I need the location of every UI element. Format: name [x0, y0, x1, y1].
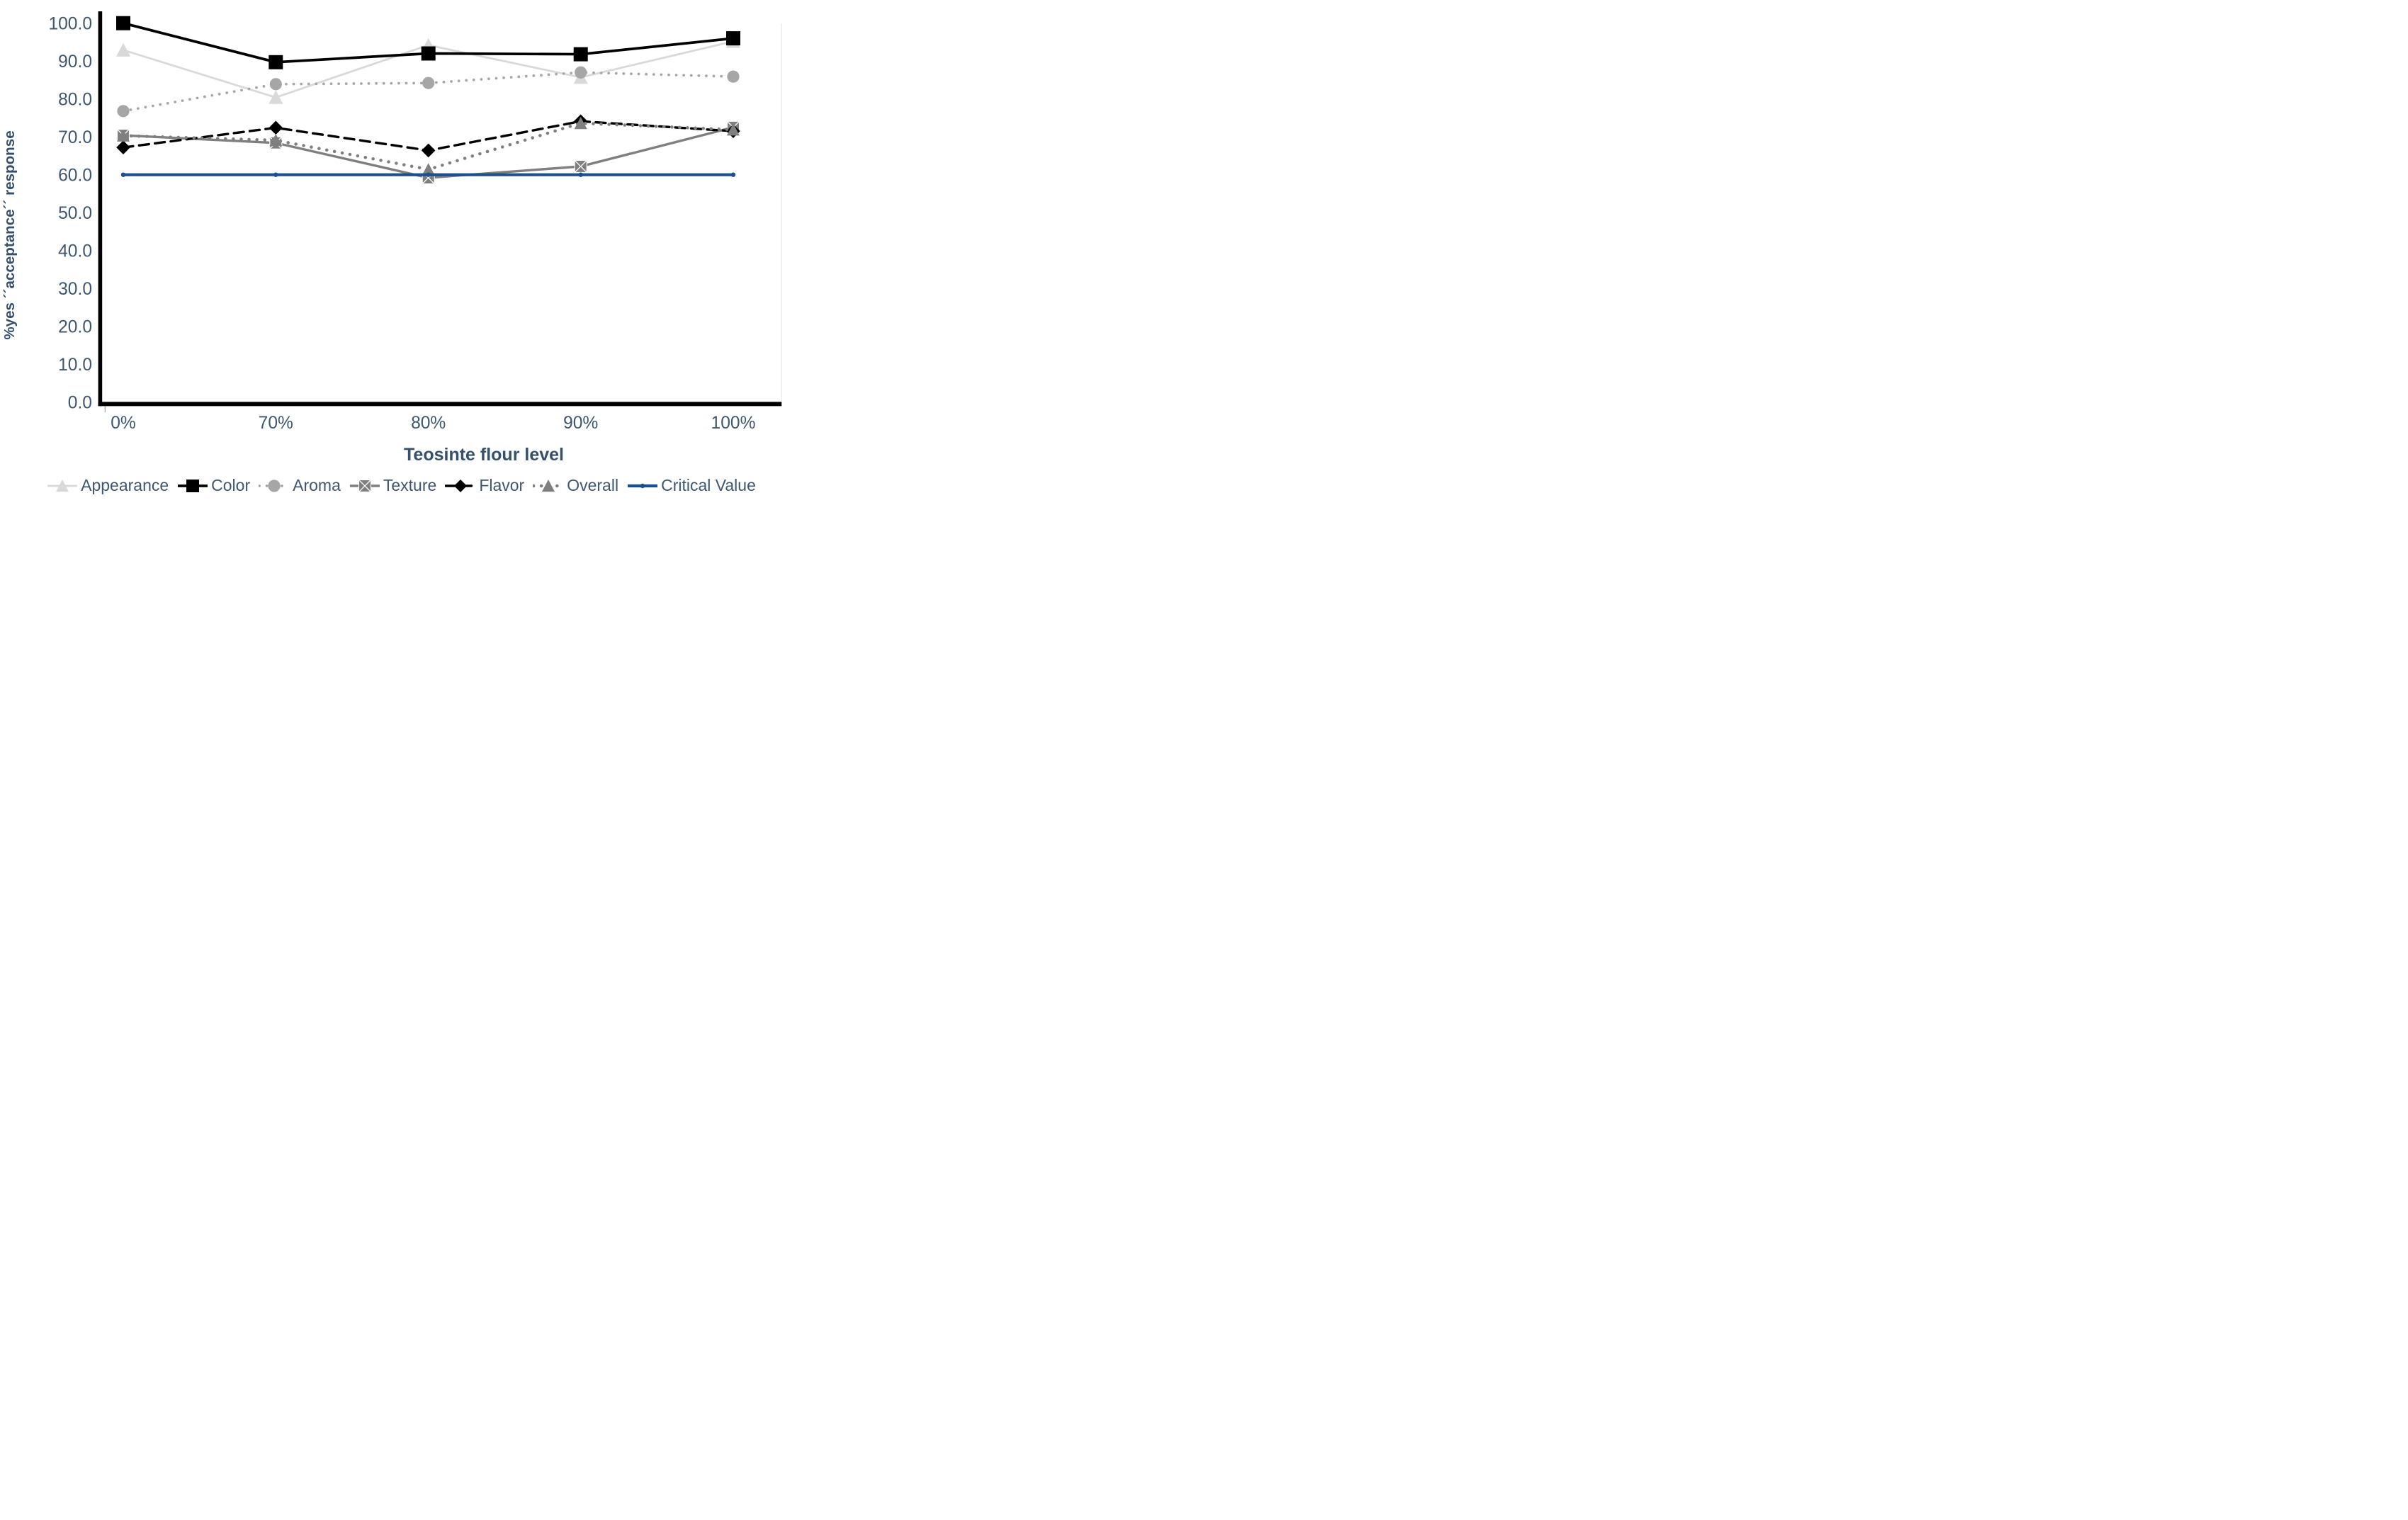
x-tick-label: 90%	[563, 414, 598, 433]
legend-item-overall: Overall	[533, 476, 618, 495]
axes	[98, 11, 783, 412]
data-point-marker	[727, 123, 740, 136]
data-point-marker	[542, 479, 555, 492]
legend-item-appearance: Appearance	[47, 476, 169, 495]
data-point-marker	[574, 159, 587, 173]
chart-canvas: 0.0 10.0 20.0 30.0 40.0 50.0 60.0 70.0 80.0 90.0 1…	[1, 11, 783, 465]
data-point-marker	[421, 46, 436, 61]
series-critical-value	[120, 172, 736, 177]
y-tick-label: 40.0	[58, 242, 92, 261]
y-tick-label: 10.0	[58, 356, 92, 375]
legend-marker-aroma	[259, 479, 290, 492]
y-tick-label: 50.0	[58, 204, 92, 223]
line-chart-figure: 0.0 10.0 20.0 30.0 40.0 50.0 60.0 70.0 80.0 90.0 1…	[0, 0, 803, 506]
y-tick-label: 0.0	[68, 393, 92, 412]
data-point-marker	[268, 479, 281, 492]
y-tick-label: 20.0	[58, 317, 92, 336]
data-point-marker	[273, 172, 278, 177]
y-tick-label: 60.0	[58, 166, 92, 185]
y-axis-title: %yes ´´acceptance´´ response	[1, 130, 18, 339]
data-point-marker	[578, 172, 583, 177]
x-tick-label: 0%	[111, 414, 136, 433]
x-axis-title: Teosinte flour level	[404, 445, 564, 465]
legend-label: Critical Value	[661, 476, 756, 494]
data-point-marker	[730, 172, 736, 177]
data-point-marker	[426, 172, 431, 177]
x-tick-labels: 0% 70% 80% 90% 100%	[111, 414, 755, 433]
data-point-marker	[454, 479, 468, 492]
data-point-marker	[358, 479, 371, 492]
chart-legend: Appearance Color Aroma Texture Flavor Overall…	[0, 476, 803, 495]
legend-marker-appearance	[47, 479, 78, 492]
legend-label: Flavor	[479, 476, 525, 494]
data-point-marker	[574, 116, 587, 130]
data-point-marker	[575, 66, 587, 79]
series-flavor	[116, 114, 740, 158]
legend-label: Color	[211, 476, 251, 494]
legend-label: Texture	[383, 476, 437, 494]
y-tick-label: 30.0	[58, 280, 92, 299]
legend-label: Aroma	[293, 476, 341, 494]
series-aroma	[117, 66, 740, 118]
x-tick-label: 100%	[711, 414, 756, 433]
data-point-marker	[116, 16, 130, 30]
y-tick-label: 70.0	[58, 128, 92, 147]
data-point-marker	[269, 90, 283, 104]
series-overall	[117, 116, 740, 176]
data-point-marker	[116, 42, 130, 57]
legend-item-aroma: Aroma	[259, 476, 341, 495]
data-point-marker	[422, 76, 435, 89]
data-point-marker	[117, 105, 130, 118]
data-point-marker	[56, 479, 69, 492]
data-point-marker	[269, 78, 282, 91]
data-point-marker	[269, 120, 283, 135]
y-tick-label: 80.0	[58, 90, 92, 109]
legend-marker-color	[178, 479, 208, 492]
data-point-marker	[117, 129, 130, 142]
legend-marker-critical-value	[628, 483, 658, 488]
legend-item-color: Color	[177, 476, 250, 495]
data-point-marker	[573, 47, 588, 62]
legend-marker-flavor	[445, 479, 477, 492]
data-point-marker	[269, 55, 283, 69]
legend-label: Appearance	[81, 476, 169, 494]
legend-item-texture: Texture	[349, 476, 436, 495]
x-tick-label: 80%	[411, 414, 446, 433]
y-tick-label: 90.0	[58, 52, 92, 72]
series-color	[116, 16, 740, 69]
data-point-marker	[422, 163, 435, 176]
data-point-marker	[421, 143, 436, 158]
legend-marker-texture	[349, 479, 380, 492]
data-point-marker	[116, 140, 130, 154]
data-point-marker	[726, 31, 740, 46]
legend-item-critical-value: Critical Value	[627, 476, 756, 495]
legend-marker-overall	[533, 479, 565, 492]
data-point-marker	[640, 483, 645, 488]
y-tick-labels: 0.0 10.0 20.0 30.0 40.0 50.0 60.0 70.0 80.0 90.0 1…	[48, 14, 92, 412]
data-point-marker	[120, 172, 126, 177]
x-tick-label: 70%	[259, 414, 293, 433]
data-point-marker	[269, 134, 283, 147]
y-tick-label: 100.0	[48, 14, 92, 33]
legend-label: Overall	[567, 476, 619, 494]
legend-item-flavor: Flavor	[445, 476, 524, 495]
data-point-marker	[186, 479, 200, 492]
data-point-marker	[727, 70, 740, 83]
